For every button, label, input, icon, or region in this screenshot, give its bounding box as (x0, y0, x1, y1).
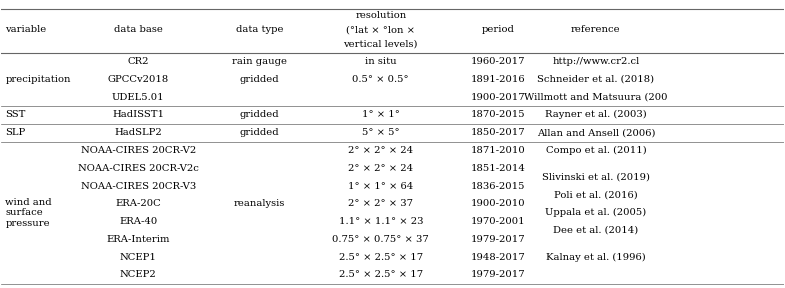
Text: 1° × 1°: 1° × 1° (362, 110, 400, 120)
Text: 1970-2001: 1970-2001 (471, 217, 525, 226)
Text: resolution: resolution (355, 11, 407, 20)
Text: period: period (482, 25, 514, 34)
Text: 1836-2015: 1836-2015 (471, 181, 525, 191)
Text: ERA-Interim: ERA-Interim (107, 235, 170, 244)
Text: Slivinski et al. (2019): Slivinski et al. (2019) (542, 173, 650, 182)
Text: NCEP2: NCEP2 (120, 270, 157, 279)
Text: Willmott and Matsuura (200: Willmott and Matsuura (200 (524, 93, 667, 102)
Text: wind and
surface
pressure: wind and surface pressure (5, 198, 52, 228)
Text: vertical levels): vertical levels) (344, 40, 418, 49)
Text: 1851-2014: 1851-2014 (471, 164, 525, 173)
Text: Compo et al. (2011): Compo et al. (2011) (546, 146, 646, 155)
Text: 0.5° × 0.5°: 0.5° × 0.5° (352, 75, 409, 84)
Text: 2° × 2° × 24: 2° × 2° × 24 (349, 164, 414, 173)
Text: 1979-2017: 1979-2017 (471, 235, 525, 244)
Text: Poli et al. (2016): Poli et al. (2016) (554, 190, 637, 199)
Text: 1850-2017: 1850-2017 (471, 128, 525, 137)
Text: 1891-2016: 1891-2016 (471, 75, 525, 84)
Text: http://www.cr2.cl: http://www.cr2.cl (553, 57, 640, 66)
Text: HadSLP2: HadSLP2 (115, 128, 162, 137)
Text: precipitation: precipitation (5, 75, 71, 84)
Text: HadISST1: HadISST1 (112, 110, 164, 120)
Text: 1870-2015: 1870-2015 (471, 110, 525, 120)
Text: data base: data base (114, 25, 162, 34)
Text: gridded: gridded (239, 110, 279, 120)
Text: Uppala et al. (2005): Uppala et al. (2005) (546, 208, 647, 217)
Text: 1° × 1° × 64: 1° × 1° × 64 (348, 181, 414, 191)
Text: 1871-2010: 1871-2010 (471, 146, 525, 155)
Text: data type: data type (236, 25, 283, 34)
Text: variable: variable (5, 25, 46, 34)
Text: 1900-2017: 1900-2017 (471, 93, 525, 102)
Text: UDEL5.01: UDEL5.01 (112, 93, 165, 102)
Text: SLP: SLP (5, 128, 26, 137)
Text: ERA-40: ERA-40 (119, 217, 158, 226)
Text: 0.75° × 0.75° × 37: 0.75° × 0.75° × 37 (332, 235, 429, 244)
Text: GPCCv2018: GPCCv2018 (108, 75, 169, 84)
Text: 1900-2010: 1900-2010 (471, 199, 525, 208)
Text: gridded: gridded (239, 75, 279, 84)
Text: Dee et al. (2014): Dee et al. (2014) (553, 226, 638, 235)
Text: Rayner et al. (2003): Rayner et al. (2003) (545, 110, 647, 120)
Text: NOAA-CIRES 20CR-V3: NOAA-CIRES 20CR-V3 (81, 181, 196, 191)
Text: in situ: in situ (365, 57, 396, 66)
Text: CR2: CR2 (127, 57, 149, 66)
Text: Kalnay et al. (1996): Kalnay et al. (1996) (546, 253, 646, 262)
Text: NOAA-CIRES 20CR-V2c: NOAA-CIRES 20CR-V2c (78, 164, 199, 173)
Text: rain gauge: rain gauge (232, 57, 287, 66)
Text: 1979-2017: 1979-2017 (471, 270, 525, 279)
Text: reference: reference (571, 25, 621, 34)
Text: 2° × 2° × 24: 2° × 2° × 24 (349, 146, 414, 155)
Text: (°lat × °lon ×: (°lat × °lon × (346, 25, 415, 34)
Text: 2.5° × 2.5° × 17: 2.5° × 2.5° × 17 (338, 253, 423, 262)
Text: 2.5° × 2.5° × 17: 2.5° × 2.5° × 17 (338, 270, 423, 279)
Text: Schneider et al. (2018): Schneider et al. (2018) (537, 75, 655, 84)
Text: NOAA-CIRES 20CR-V2: NOAA-CIRES 20CR-V2 (81, 146, 196, 155)
Text: ERA-20C: ERA-20C (115, 199, 161, 208)
Text: 1948-2017: 1948-2017 (471, 253, 525, 262)
Text: SST: SST (5, 110, 26, 120)
Text: 2° × 2° × 37: 2° × 2° × 37 (349, 199, 413, 208)
Text: 5° × 5°: 5° × 5° (362, 128, 400, 137)
Text: reanalysis: reanalysis (234, 199, 285, 208)
Text: NCEP1: NCEP1 (120, 253, 157, 262)
Text: Allan and Ansell (2006): Allan and Ansell (2006) (537, 128, 655, 137)
Text: 1960-2017: 1960-2017 (471, 57, 525, 66)
Text: gridded: gridded (239, 128, 279, 137)
Text: 1.1° × 1.1° × 23: 1.1° × 1.1° × 23 (338, 217, 423, 226)
